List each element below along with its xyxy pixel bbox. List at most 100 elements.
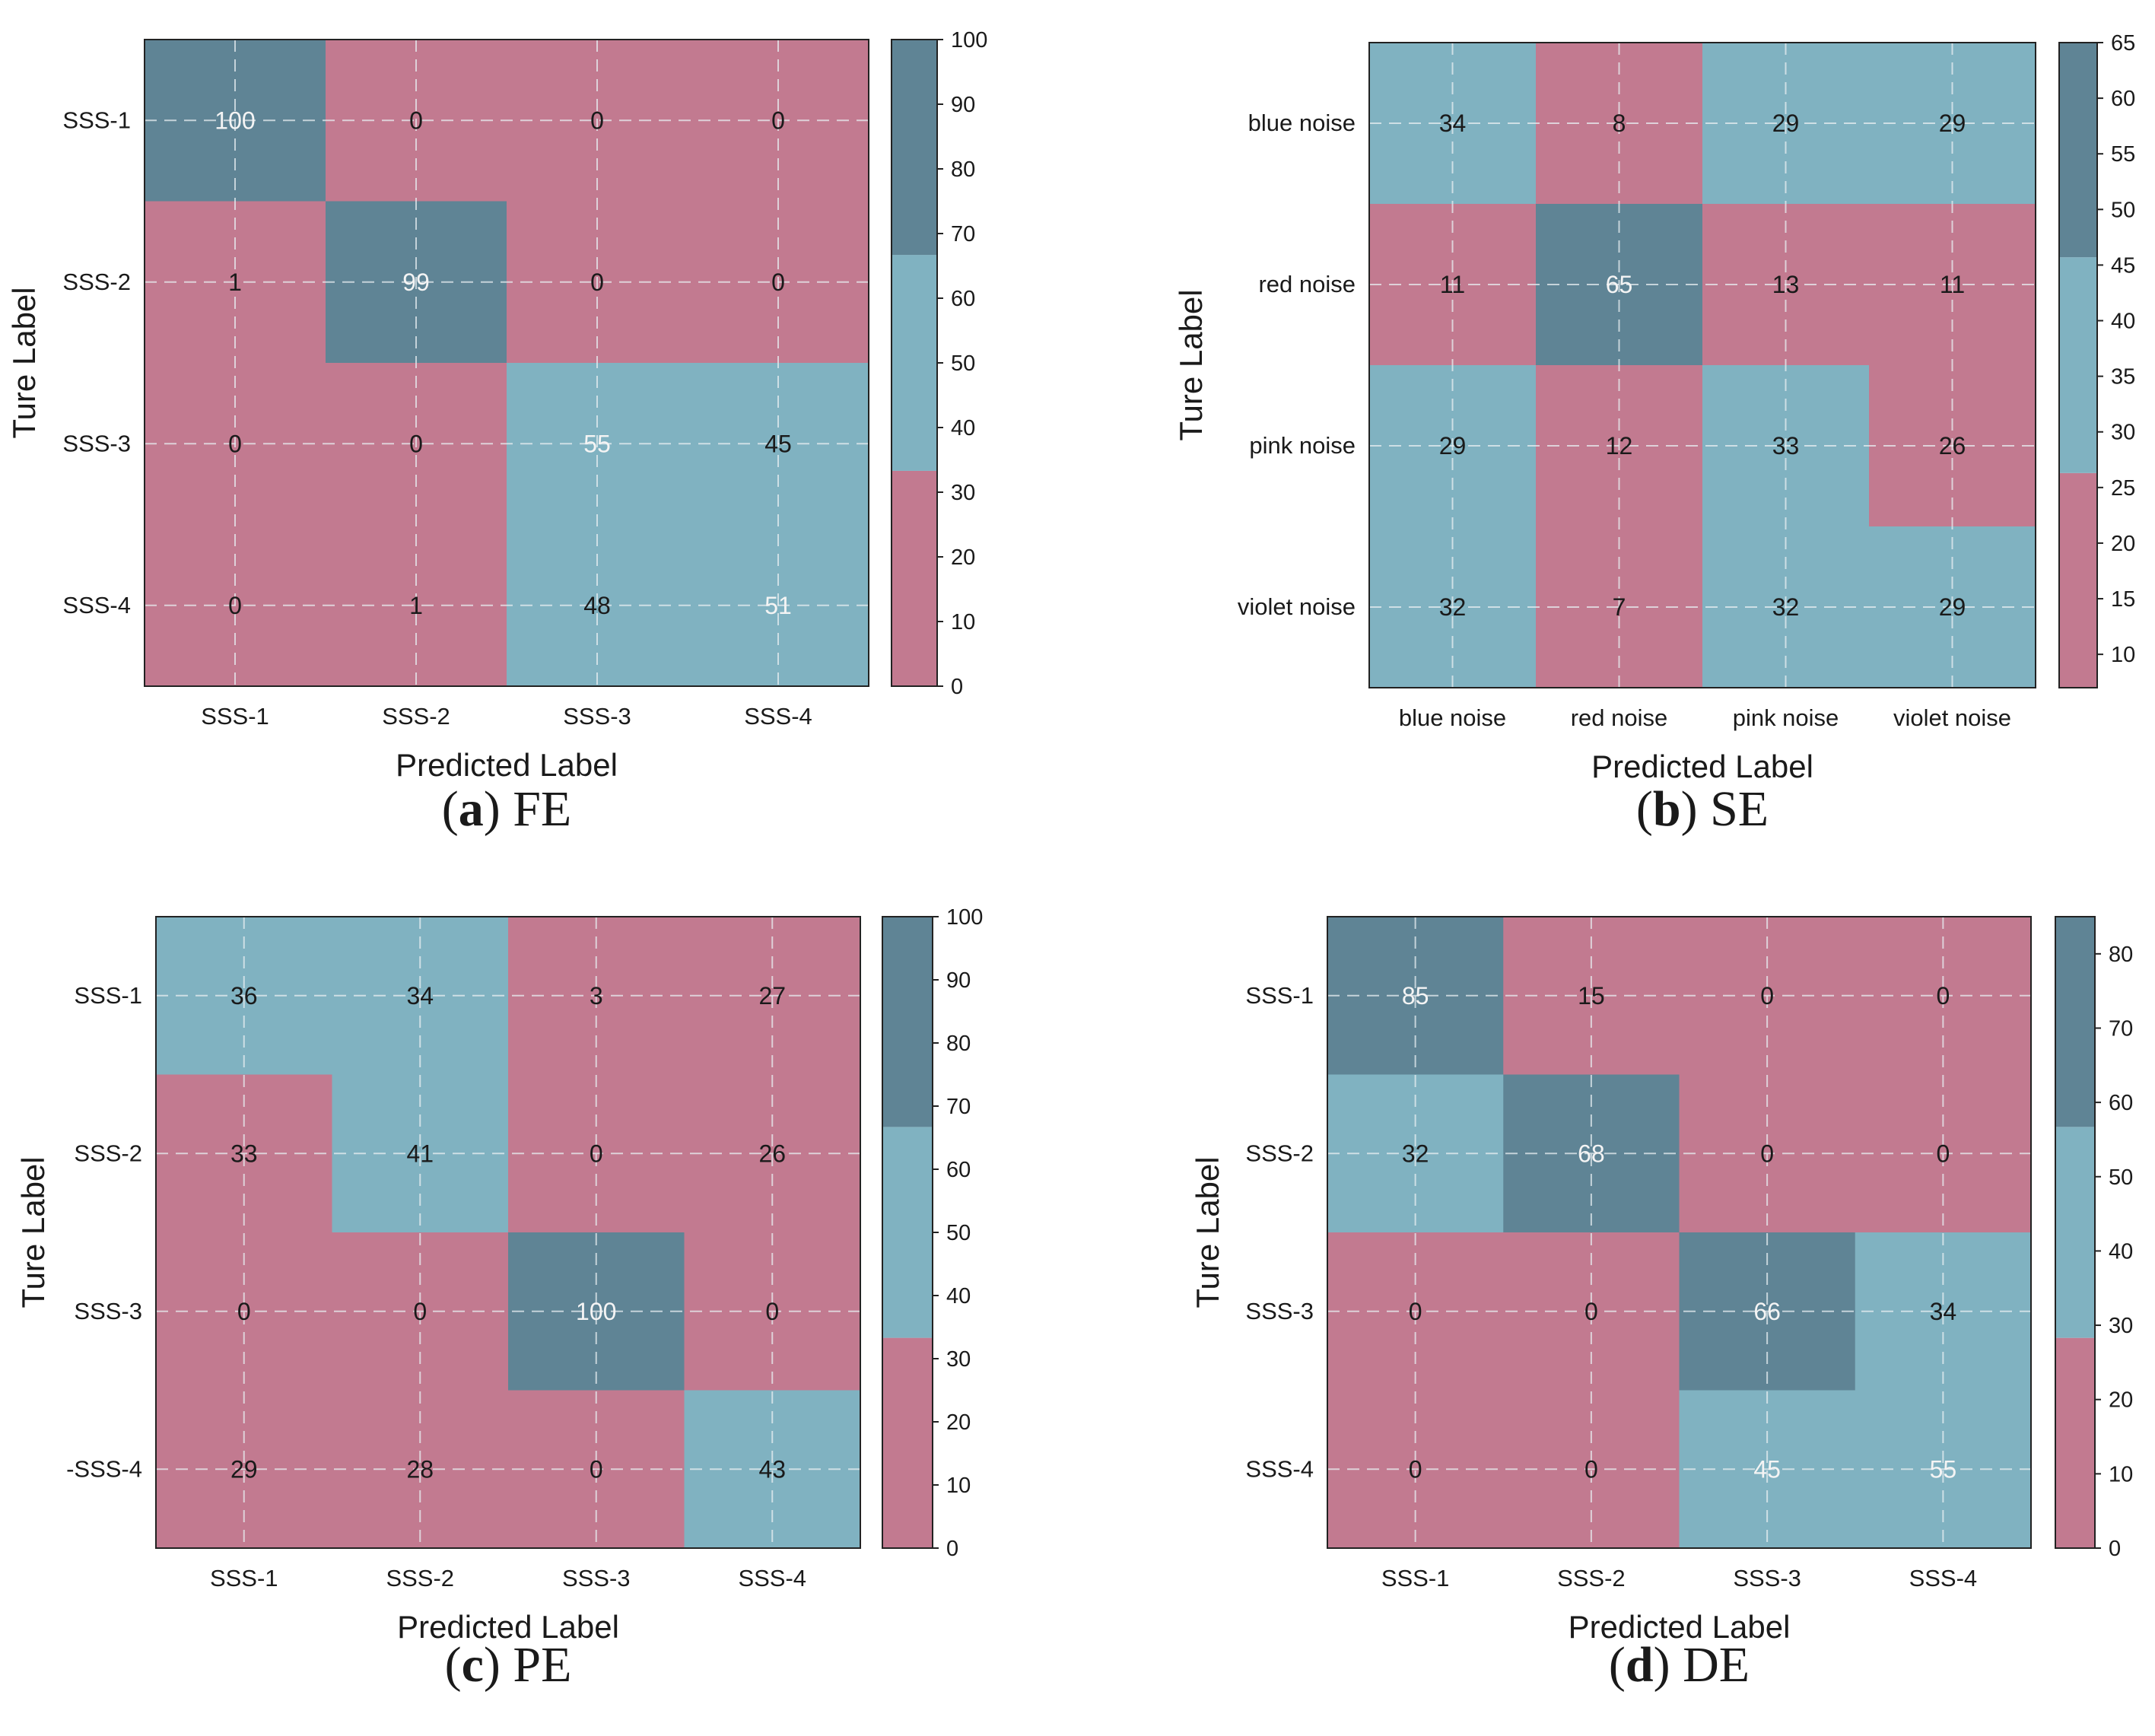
colorbar-tick-label: 10 xyxy=(946,1474,971,1498)
colorbar-tick-label: 60 xyxy=(2109,1091,2133,1115)
y-axis-title: Ture Label xyxy=(1173,289,1209,440)
colorbar-tick-label: 40 xyxy=(2109,1239,2133,1264)
x-axis-title: Predicted Label xyxy=(396,747,618,783)
y-tick-label: SSS-4 xyxy=(62,592,131,618)
y-tick-label: SSS-3 xyxy=(62,430,131,456)
cell-value-label: 33 xyxy=(1772,432,1800,459)
colorbar-segment-mid xyxy=(892,255,937,471)
cell-value-label: 34 xyxy=(406,982,434,1009)
colorbar-segment-mid xyxy=(2055,1127,2095,1338)
cell-value-label: 0 xyxy=(409,107,423,134)
x-tick-label: SSS-2 xyxy=(1557,1565,1626,1591)
cell-value-label: 55 xyxy=(583,430,611,457)
cell-value-label: 0 xyxy=(1760,982,1774,1009)
panel-caption-letter: d xyxy=(1626,1637,1654,1693)
cell-value-label: 29 xyxy=(1939,593,1966,621)
colorbar-tick-label: 50 xyxy=(2109,1165,2133,1190)
cell-value-label: 0 xyxy=(409,430,423,457)
y-tick-label: SSS-1 xyxy=(1245,982,1314,1009)
x-axis-title: Predicted Label xyxy=(1591,749,1813,784)
cell-value-label: 48 xyxy=(583,592,611,619)
x-axis-title: Predicted Label xyxy=(1569,1609,1791,1645)
colorbar-segment-high xyxy=(882,917,933,1127)
cell-value-label: 26 xyxy=(758,1140,786,1167)
cell-value-label: 0 xyxy=(590,107,604,134)
y-tick-label: violet noise xyxy=(1238,593,1356,620)
cell-value-label: 29 xyxy=(1772,110,1800,137)
colorbar-tick-label: 60 xyxy=(951,287,975,311)
cell-value-label: 27 xyxy=(758,982,786,1009)
colorbar-segment-high xyxy=(2059,43,2097,258)
y-tick-label: SSS-1 xyxy=(74,982,142,1009)
x-tick-label: SSS-1 xyxy=(210,1565,278,1591)
colorbar-tick-label: 50 xyxy=(2111,198,2135,222)
colorbar: 0 10 20 30 40 50 60 70 80 90 100 xyxy=(882,905,983,1561)
colorbar-tick-label: 80 xyxy=(951,157,975,182)
x-tick-label: blue noise xyxy=(1399,704,1506,731)
cell-value-label: 0 xyxy=(771,107,785,134)
colorbar-tick-label: 45 xyxy=(2111,253,2135,278)
colorbar-tick-label: 60 xyxy=(2111,87,2135,111)
x-tick-label: red noise xyxy=(1571,704,1668,731)
y-axis-title: Ture Label xyxy=(1190,1156,1225,1308)
colorbar-tick-label: 70 xyxy=(946,1095,971,1119)
cell-value-label: 66 xyxy=(1753,1298,1781,1325)
cell-value-label: 0 xyxy=(413,1298,427,1325)
cell-value-label: 0 xyxy=(1936,982,1950,1009)
cell-value-label: 26 xyxy=(1939,432,1966,459)
cell-value-label: 29 xyxy=(1939,110,1966,137)
cell-value-label: 34 xyxy=(1439,110,1467,137)
cell-value-label: 29 xyxy=(1439,432,1467,459)
cell-value-label: 28 xyxy=(406,1455,434,1483)
colorbar-tick-label: 65 xyxy=(2111,31,2135,56)
panel-caption: (c) PE xyxy=(445,1637,572,1693)
colorbar-tick-label: 20 xyxy=(2111,532,2135,556)
x-tick-label: pink noise xyxy=(1733,704,1839,731)
cell-value-label: 45 xyxy=(1753,1455,1781,1483)
x-tick-label: SSS-2 xyxy=(386,1565,454,1591)
y-tick-label: SSS-3 xyxy=(74,1298,142,1324)
y-tick-label: SSS-2 xyxy=(1245,1140,1314,1166)
cell-value-label: 0 xyxy=(765,1298,779,1325)
x-tick-label: SSS-1 xyxy=(1381,1565,1450,1591)
cell-value-label: 45 xyxy=(764,430,792,457)
y-tick-label: SSS-2 xyxy=(62,269,131,295)
x-tick-label: SSS-4 xyxy=(744,703,812,730)
colorbar-tick-label: 40 xyxy=(2111,310,2135,334)
colorbar-tick-label: 30 xyxy=(946,1347,971,1372)
heatmap-panel-se: 34 8 29 29 11 65 13 11 29 12 33 26 32 7 32 29 blue noise… xyxy=(1173,31,2135,837)
cell-value-label: 99 xyxy=(402,269,430,296)
colorbar: 10 15 20 25 30 35 40 45 50 55 60 65 xyxy=(2058,31,2135,688)
colorbar-tick-label: 60 xyxy=(946,1158,971,1182)
colorbar-tick-label: 0 xyxy=(2109,1537,2121,1561)
cell-value-label: 0 xyxy=(590,1455,603,1483)
y-axis-title: Ture Label xyxy=(15,1156,51,1308)
colorbar-tick-label: 70 xyxy=(951,222,975,246)
panel-caption-paren: ( xyxy=(1636,781,1653,837)
colorbar-tick-label: 30 xyxy=(2109,1314,2133,1338)
panel-caption: (b) SE xyxy=(1636,781,1769,837)
cell-value-label: 0 xyxy=(1409,1455,1422,1483)
colorbar: 0 10 20 30 40 50 60 70 80 xyxy=(2055,916,2133,1561)
cell-value-label: 85 xyxy=(1402,982,1429,1009)
cell-value-label: 55 xyxy=(1930,1455,1957,1483)
x-tick-label: SSS-3 xyxy=(562,1565,631,1591)
cell-value-label: 0 xyxy=(1584,1455,1598,1483)
colorbar-tick-label: 10 xyxy=(951,610,975,634)
y-tick-label: pink noise xyxy=(1249,432,1356,459)
cell-value-label: 32 xyxy=(1772,593,1800,621)
cell-value-label: 11 xyxy=(1940,271,1965,298)
cell-value-label: 0 xyxy=(771,269,785,296)
cell-value-label: 43 xyxy=(758,1455,786,1483)
panel-caption-text: ) FE xyxy=(484,781,572,837)
cell-value-label: 41 xyxy=(406,1140,434,1167)
cell-value-label: 34 xyxy=(1930,1298,1957,1325)
colorbar-tick-label: 80 xyxy=(946,1032,971,1056)
y-tick-label: red noise xyxy=(1258,271,1356,297)
cell-value-label: 0 xyxy=(590,269,604,296)
colorbar: 0 10 20 30 40 50 60 70 80 90 100 xyxy=(891,28,987,699)
y-tick-label: SSS-1 xyxy=(62,107,131,133)
y-tick-label: SSS-4 xyxy=(1245,1455,1314,1482)
